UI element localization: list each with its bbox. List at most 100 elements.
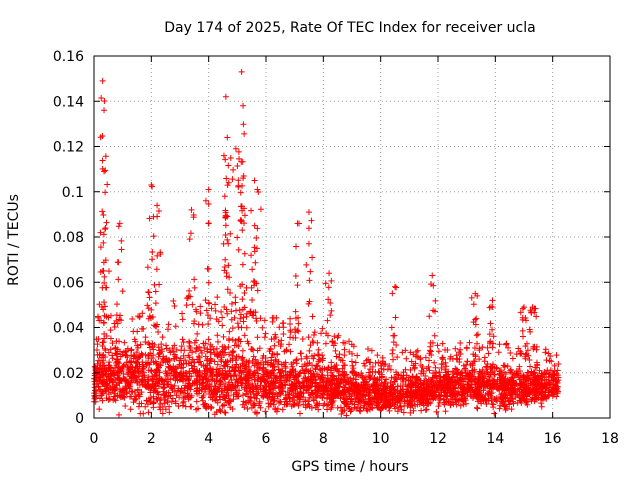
data-point [154, 202, 161, 209]
data-point [229, 336, 236, 343]
data-point [340, 362, 347, 369]
data-point [333, 387, 340, 394]
x-tick-labels: 0 2 4 6 8 10 12 14 16 18 [90, 431, 619, 447]
data-point [407, 402, 414, 409]
data-point [335, 392, 342, 399]
data-point [240, 121, 247, 128]
data-point [247, 394, 254, 401]
data-point [501, 363, 508, 370]
data-point [243, 384, 250, 391]
data-point [103, 385, 110, 392]
data-point [518, 397, 525, 404]
data-point [370, 382, 377, 389]
data-point [468, 393, 475, 400]
data-point [434, 342, 441, 349]
data-point [221, 193, 228, 200]
data-point [239, 158, 246, 165]
data-point [109, 352, 116, 359]
data-point [204, 312, 211, 319]
data-point [96, 365, 103, 372]
data-point [296, 410, 303, 417]
data-point [99, 388, 106, 395]
data-point [128, 375, 135, 382]
data-point [485, 350, 492, 357]
data-point [113, 350, 120, 357]
data-point [91, 370, 98, 377]
data-point [147, 398, 154, 405]
data-point [253, 234, 260, 241]
x-tick-label: 2 [147, 431, 156, 447]
data-point [264, 361, 271, 368]
data-point [164, 326, 171, 333]
data-point [135, 313, 142, 320]
data-point [496, 405, 503, 412]
data-point [104, 181, 111, 188]
data-point [488, 394, 495, 401]
data-point [479, 344, 486, 351]
data-point [329, 338, 336, 345]
data-point [319, 325, 326, 332]
data-point [230, 396, 237, 403]
data-point [208, 305, 215, 312]
data-point [149, 249, 156, 256]
data-point [204, 346, 211, 353]
data-point [402, 398, 409, 405]
data-point [507, 366, 514, 373]
data-point [122, 402, 129, 409]
data-point [262, 379, 269, 386]
data-point [100, 211, 107, 218]
data-point [338, 371, 345, 378]
data-point [441, 385, 448, 392]
data-point [195, 353, 202, 360]
data-point [246, 364, 253, 371]
data-point [249, 388, 256, 395]
data-point [273, 375, 280, 382]
data-point [551, 362, 558, 369]
data-point [239, 354, 246, 361]
data-point [305, 401, 312, 408]
data-point [409, 374, 416, 381]
data-point [134, 378, 141, 385]
data-point [131, 353, 138, 360]
data-point [395, 404, 402, 411]
data-point [387, 366, 394, 373]
data-point [433, 408, 440, 415]
data-point [414, 376, 421, 383]
data-point [186, 340, 193, 347]
data-point [171, 342, 178, 349]
data-point [114, 356, 121, 363]
data-point [501, 369, 508, 376]
data-point [101, 362, 108, 369]
data-point [295, 320, 302, 327]
data-point [292, 357, 299, 364]
data-point [262, 330, 269, 337]
data-point [498, 367, 505, 374]
data-point [116, 348, 123, 355]
data-point [131, 395, 138, 402]
data-point [293, 356, 300, 363]
data-point [239, 182, 246, 189]
data-point [292, 368, 299, 375]
data-point [99, 397, 106, 404]
data-point [396, 392, 403, 399]
data-point [325, 364, 332, 371]
data-point [173, 392, 180, 399]
data-point [470, 351, 477, 358]
data-point [153, 361, 160, 368]
data-point [389, 350, 396, 357]
data-point [410, 362, 417, 369]
data-point [135, 367, 142, 374]
data-point [202, 363, 209, 370]
data-point [375, 359, 382, 366]
data-point [374, 352, 381, 359]
data-point [320, 355, 327, 362]
data-point [192, 348, 199, 355]
data-point [553, 370, 560, 377]
data-point [347, 398, 354, 405]
data-point [487, 381, 494, 388]
data-point [425, 363, 432, 370]
data-point [522, 343, 529, 350]
data-point [319, 374, 326, 381]
data-point [192, 306, 199, 313]
data-point [144, 264, 151, 271]
